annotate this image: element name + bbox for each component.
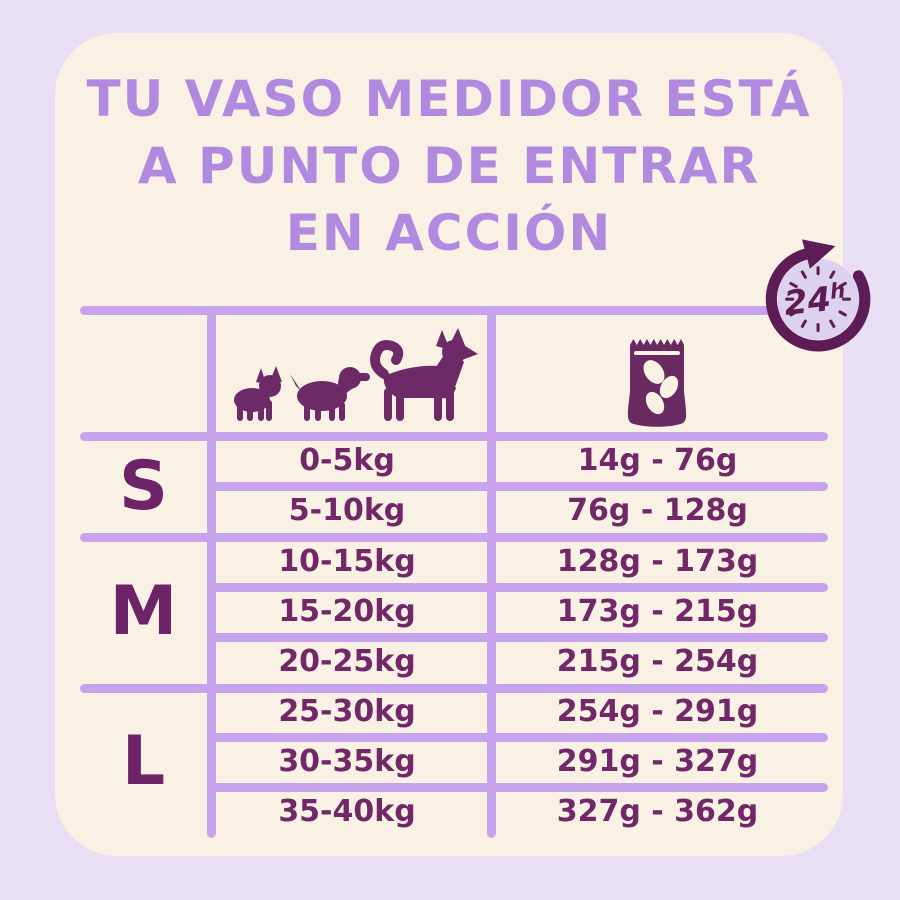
size-label-m: M [109,572,178,651]
weight-cell: 30-35kg [278,744,416,779]
grams-cell: 76g - 128g [567,493,748,528]
row-divider [207,633,828,642]
section-m-l-line [80,684,828,693]
section-s-m-line [80,533,828,542]
row-divider [207,583,828,592]
weight-cell: 25-30kg [278,694,416,729]
weight-cell: 35-40kg [278,794,416,829]
grams-cell: 14g - 76g [577,443,738,478]
page-title: TU VASO MEDIDOR ESTÁ A PUNTO DE ENTRAR E… [55,66,843,267]
24h-clock-arrow-icon: 24h [750,224,878,352]
header-bottom-line [80,432,828,441]
medium-dog-silhouette [290,367,370,421]
small-dog-silhouette [234,366,282,421]
title-line-1: TU VASO MEDIDOR ESTÁ [86,70,812,128]
row-divider [207,783,828,792]
grams-cell: 128g - 173g [556,544,759,579]
large-dog-silhouette [370,328,478,421]
grams-cell: 291g - 327g [556,744,759,779]
weight-cell: 5-10kg [288,493,406,528]
title-line-2: A PUNTO DE ENTRAR [137,137,761,195]
weight-cell: 0-5kg [299,443,395,478]
table-top-line [80,306,828,315]
column-divider-weight-grams [487,308,496,838]
column-divider-size-weight [207,308,216,838]
feeding-guide-card [55,33,843,856]
grams-cell: 327g - 362g [556,794,759,829]
kibble-bag-icon [622,331,692,428]
weight-cell: 10-15kg [278,544,416,579]
row-divider [207,482,828,491]
title-line-3: EN ACCIÓN [285,204,613,262]
weight-cell: 20-25kg [278,644,416,679]
clock-badge-text: 24h [782,278,848,323]
size-label-s: S [119,447,168,526]
grams-cell: 173g - 215g [556,594,759,629]
weight-cell: 15-20kg [278,594,416,629]
dog-sizes-icon [222,328,478,424]
size-label-l: L [121,722,166,801]
grams-cell: 215g - 254g [556,644,759,679]
row-divider [207,733,828,742]
grams-cell: 254g - 291g [556,694,759,729]
